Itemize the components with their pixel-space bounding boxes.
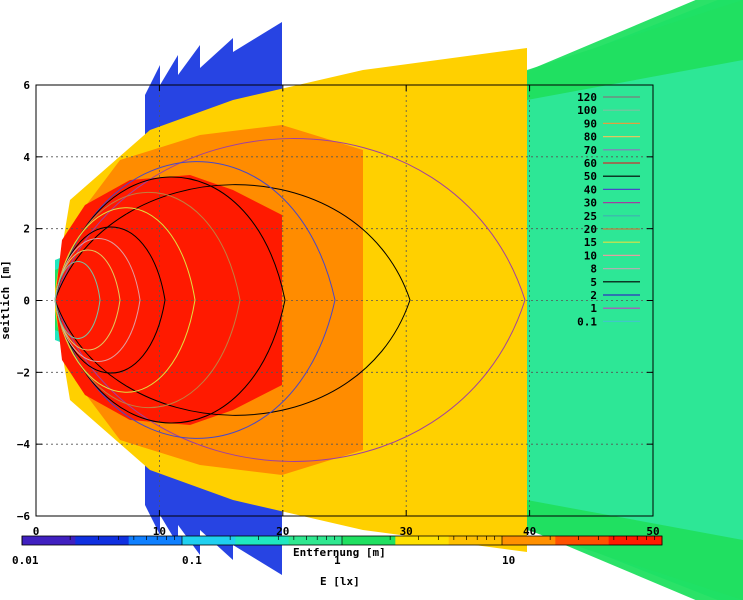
legend-label-4: 70 (584, 144, 597, 157)
legend-label-15: 2 (590, 289, 597, 302)
colorbar-segment-11 (608, 536, 663, 545)
colorbar-segment-0 (22, 536, 76, 545)
legend-label-5: 60 (584, 157, 597, 170)
y-axis-label: seitlich [m] (0, 260, 12, 339)
legend-label-9: 25 (584, 210, 597, 223)
legend-label-1: 100 (577, 104, 597, 117)
colorbar-tick-label-0: 0.01 (12, 554, 39, 567)
colorbar: 0.01 0.1 1 10 (12, 535, 663, 567)
y-tick-label--4: −4 (17, 438, 31, 451)
grid (36, 85, 653, 516)
contour-line-5 (54, 207, 196, 393)
colorbar-segment-6 (342, 536, 396, 545)
legend-label-8: 30 (584, 197, 597, 210)
contour-line-2 (54, 161, 336, 439)
contour-lines (54, 138, 526, 462)
x-tick-label-30: 30 (400, 525, 413, 538)
y-tick-label-4: 4 (23, 151, 30, 164)
x-tick-label-20: 20 (276, 525, 289, 538)
y-tick-label-2: 2 (23, 223, 30, 236)
legend-label-12: 10 (584, 249, 597, 262)
contour-line-6 (54, 226, 166, 374)
colorbar-segment-10 (555, 536, 610, 545)
colorbar-segment-2 (128, 536, 183, 545)
legend-label-14: 5 (590, 276, 597, 289)
contour-line-9 (54, 261, 101, 339)
x-tick-label-0: 0 (33, 525, 40, 538)
x-tick-label-10: 10 (153, 525, 166, 538)
legend-label-3: 80 (584, 131, 597, 144)
colorbar-tick-label-3: 10 (502, 554, 515, 567)
y-tick-label--2: −2 (17, 366, 30, 379)
legend-label-16: 1 (590, 302, 597, 315)
contour-line-3 (54, 176, 286, 424)
legend-label-6: 50 (584, 170, 597, 183)
colorbar-label: E [lx] (320, 575, 360, 588)
colorbar-segment-8 (448, 536, 503, 545)
colorbar-segment-9 (502, 536, 556, 545)
illuminance-fan (55, 0, 743, 600)
legend-label-7: 40 (584, 183, 597, 196)
legend-label-17: 0.1 (577, 315, 597, 328)
slab-yellow (363, 70, 527, 530)
legend-label-2: 90 (584, 117, 597, 130)
legend-label-11: 15 (584, 236, 597, 249)
y-tick-label--6: −6 (17, 510, 31, 523)
legend-label-0: 120 (577, 91, 597, 104)
colorbar-segment-7 (395, 536, 450, 545)
legend-label-10: 20 (584, 223, 597, 236)
colorbar-segment-5 (288, 536, 343, 545)
y-tick-label-6: 6 (23, 79, 30, 92)
y-tick-label-0: 0 (23, 295, 30, 308)
band-red (55, 175, 282, 425)
band-far-mint (527, 60, 743, 540)
colorbar-tick-label-2: 1 (334, 554, 341, 567)
x-axis-label: Entfernung [m] (293, 546, 386, 559)
x-tick-label-50: 50 (646, 525, 659, 538)
x-tick-label-40: 40 (523, 525, 536, 538)
legend-label-13: 8 (590, 263, 597, 276)
contour-line-8 (54, 249, 121, 351)
colorbar-tick-label-1: 0.1 (182, 554, 202, 567)
colorbar-segment-3 (182, 536, 236, 545)
contour-line-1 (54, 184, 411, 416)
contour-line-4 (54, 191, 241, 409)
colorbar-segment-4 (235, 536, 290, 545)
contour-line-0 (54, 138, 526, 462)
colorbar-segment-1 (75, 536, 130, 545)
contour-line-7 (54, 238, 141, 362)
